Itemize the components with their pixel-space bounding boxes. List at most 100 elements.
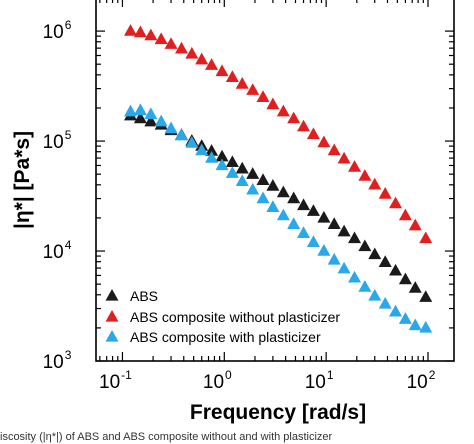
data-point [408,318,422,331]
data-point [154,114,168,127]
y-tick-exponent: 6 [65,18,72,32]
data-point [398,312,412,324]
legend-marker [105,288,119,301]
x-tick-label: 100 [203,368,232,393]
data-point [235,161,249,174]
x-tick-label: 102 [407,368,436,393]
data-point [348,160,362,172]
data-point [195,52,209,65]
data-point [408,281,422,293]
data-point [235,77,249,89]
x-tick-label: 10-1 [99,368,132,393]
data-point [358,239,372,252]
data-point [389,263,403,276]
data-point [358,280,372,292]
data-point [235,174,249,187]
data-point [276,208,290,221]
data-point [133,25,147,38]
data-point [419,320,433,333]
data-point [389,196,403,209]
data-point [378,255,392,267]
data-point [144,28,158,41]
data-point [246,182,260,195]
data-point [225,166,239,178]
data-point [124,24,138,36]
y-tick-label: 104 [43,238,72,263]
data-point [348,270,362,283]
data-point [133,103,147,116]
y-tick-exponent: 3 [65,348,72,362]
data-point [185,46,199,59]
data-point [266,179,280,191]
y-tick-label: 103 [43,348,72,373]
data-point [358,169,372,181]
data-point [297,226,311,238]
data-point [174,41,188,54]
data-point [327,252,341,265]
y-tick-label: 106 [43,18,72,43]
data-point [337,224,351,237]
data-point [164,121,178,134]
data-point [205,151,219,163]
legend-label: ABS composite without plasticizer [130,309,340,325]
data-point [327,217,341,229]
data-point [266,97,280,110]
data-point [317,244,331,256]
series-3 [124,103,433,333]
y-tick-exponent: 5 [65,128,72,142]
legend-marker [105,329,119,342]
x-tick-exponent: -1 [121,368,132,382]
y-axis-ticks: 103 104 105 106 [43,18,454,373]
plot-frame [95,0,455,362]
y-axis-title: |η*| [Pa*s] [11,131,34,229]
data-point [144,107,158,120]
data-point [256,191,270,204]
figure-caption: iscosity (|η*|) of ABS and ABS composite… [0,431,333,443]
legend: ABS ABS composite without plasticizer ABS … [105,288,340,345]
data-point [419,290,433,302]
data-point [256,90,270,102]
data-point [306,204,320,216]
x-tick-exponent: 1 [327,368,334,382]
data-point [185,135,199,148]
data-point [133,111,147,124]
y-tick-label: 105 [43,128,72,153]
x-axis-title: Frequency [rad/s] [190,401,366,424]
data-point [317,210,331,223]
data-point [317,135,331,148]
data-point [306,127,320,140]
x-tick-exponent: 2 [429,368,436,382]
data-point [266,200,280,212]
series-2 [124,24,433,244]
data-point [378,186,392,199]
data-point [164,37,178,49]
legend-label: ABS composite with plasticizer [130,329,321,345]
data-point [215,149,229,162]
data-point [368,247,382,260]
data-point [215,158,229,171]
data-point [225,70,239,82]
data-point [378,296,392,309]
data-point [337,151,351,164]
data-point [276,104,290,117]
series-1 [124,108,433,302]
data-point [144,114,158,127]
data-point [276,185,290,198]
data-point [205,58,219,70]
data-point [205,144,219,156]
data-point [287,217,301,229]
data-point [337,261,351,274]
data-point [124,104,138,117]
data-point [398,208,412,221]
data-point [225,155,239,168]
data-point [297,119,311,132]
data-point [368,288,382,301]
data-point [174,128,188,141]
data-point [287,191,301,204]
data-point [195,143,209,156]
data-point [246,83,260,95]
data-point [287,111,301,124]
data-point [306,235,320,248]
data-point [348,231,362,244]
